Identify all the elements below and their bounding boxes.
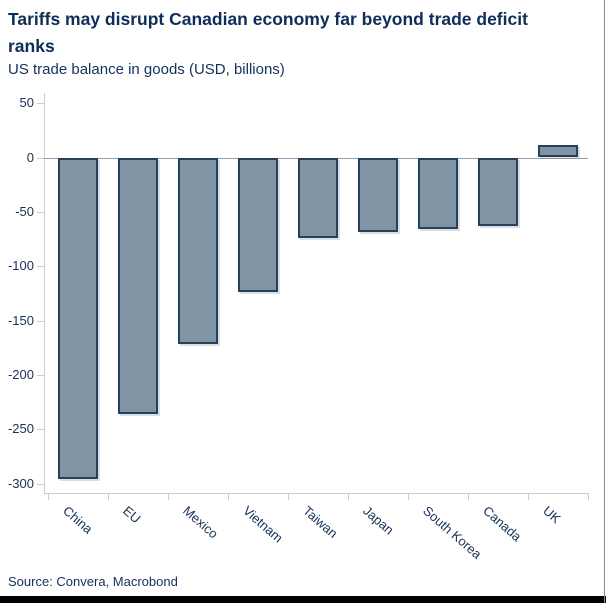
bar-china	[58, 157, 98, 479]
y-axis-tick-mark	[37, 320, 44, 322]
bar-mexico	[178, 157, 218, 345]
bar-taiwan	[298, 157, 338, 238]
x-axis-tick-mark	[48, 493, 49, 500]
x-axis-tick-mark	[588, 493, 589, 500]
y-axis-tick-label: 0	[26, 149, 34, 165]
source-caption: Source: Convera, Macrobond	[8, 574, 178, 589]
y-axis-tick-mark	[37, 483, 44, 485]
x-axis-tick-mark	[228, 493, 229, 500]
y-axis-tick-label: -150	[7, 312, 34, 328]
y-axis-tick-mark	[37, 157, 44, 159]
bar-south-korea	[418, 157, 458, 230]
bottom-black-bar	[0, 596, 606, 603]
y-axis-tick-mark	[37, 374, 44, 376]
y-axis-line	[44, 93, 45, 493]
x-axis-tick-mark	[108, 493, 109, 500]
y-axis-tick-mark	[37, 266, 44, 268]
right-edge-line	[604, 0, 605, 603]
bar-canada	[478, 157, 518, 227]
y-axis-tick-label: -300	[7, 475, 34, 491]
x-axis-tick-mark	[408, 493, 409, 500]
bar-japan	[358, 157, 398, 232]
x-category-label-taiwan: Taiwan	[300, 503, 341, 541]
x-axis-line	[44, 493, 588, 494]
chart-subtitle: US trade balance in goods (USD, billions…	[8, 61, 285, 78]
x-category-label-japan: Japan	[360, 503, 397, 538]
x-axis-tick-mark	[288, 493, 289, 500]
y-axis-tick-mark	[37, 103, 44, 105]
x-axis-tick-mark	[528, 493, 529, 500]
x-category-label-canada: Canada	[480, 503, 525, 545]
y-axis-tick-label: -250	[7, 421, 34, 437]
y-axis-tick-label: -50	[15, 203, 34, 219]
x-category-label-eu: EU	[120, 503, 144, 527]
x-category-label-vietnam: Vietnam	[240, 503, 286, 546]
x-category-label-uk: UK	[540, 503, 564, 527]
bar-vietnam	[238, 157, 278, 292]
x-axis-tick-mark	[468, 493, 469, 500]
x-category-label-mexico: Mexico	[180, 503, 222, 542]
bar-eu	[118, 157, 158, 414]
y-axis-tick-label: -100	[7, 258, 34, 274]
x-axis-tick-mark	[168, 493, 169, 500]
x-category-label-south-korea: South Korea	[420, 503, 485, 562]
y-axis-tick-mark	[37, 429, 44, 431]
x-axis-tick-mark	[348, 493, 349, 500]
chart-title: Tariffs may disrupt Canadian economy far…	[8, 9, 528, 56]
x-category-label-china: China	[60, 503, 96, 537]
y-axis-tick-label: 50	[19, 95, 34, 111]
y-axis-tick-label: -200	[7, 366, 34, 382]
bar-uk	[538, 144, 578, 158]
y-axis-tick-mark	[37, 211, 44, 213]
